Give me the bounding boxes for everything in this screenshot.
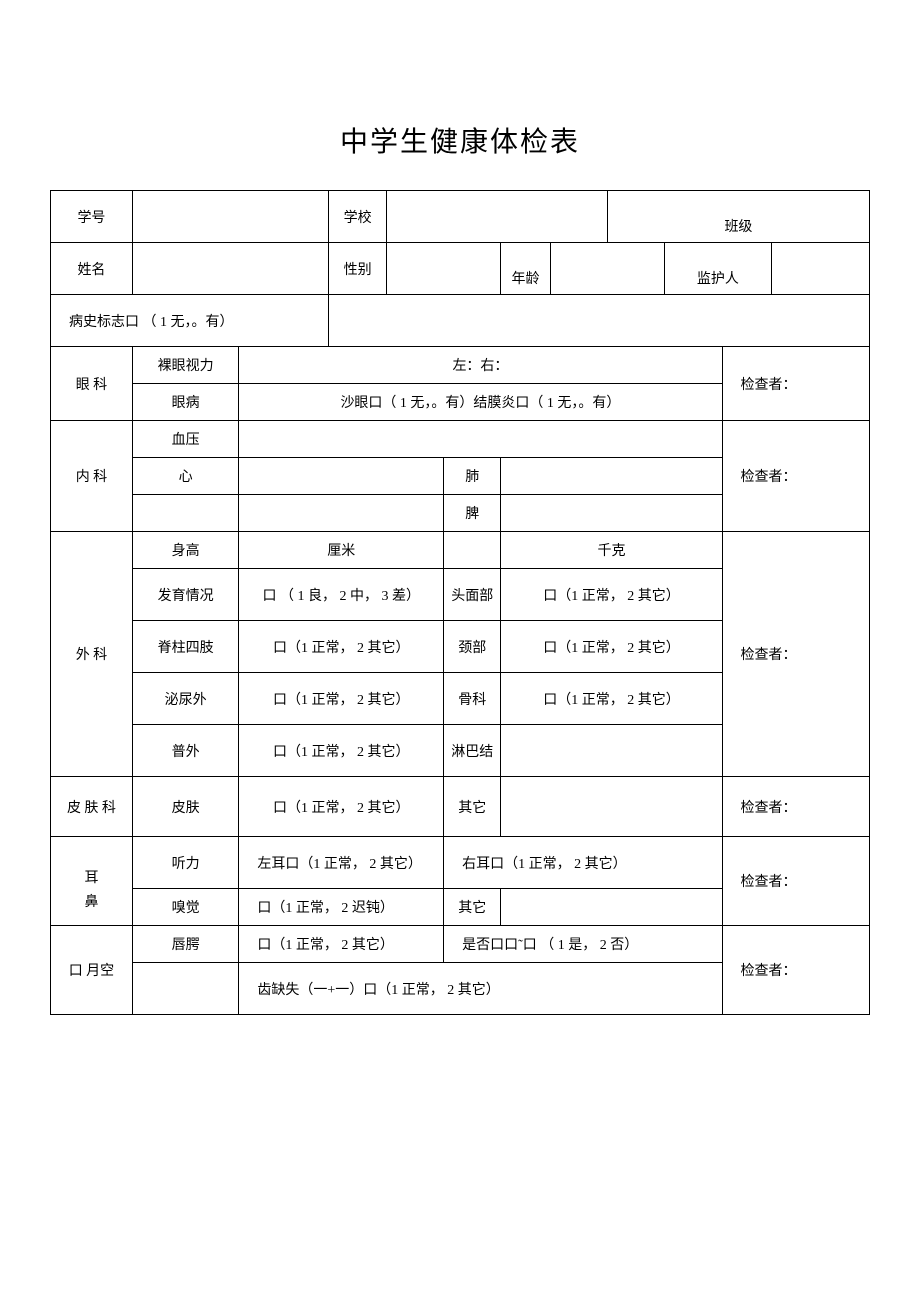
name-label: 姓名 [51,243,133,295]
internal-blank-value [239,495,444,532]
ent-nose-label: 鼻 [51,889,133,926]
smell-value: 口（1 正常， 2 迟钝） [239,889,444,926]
lung-label: 肺 [444,458,501,495]
right-ear-value: 右耳口（1 正常， 2 其它） [444,837,722,889]
page-title: 中学生健康体检表 [50,120,870,160]
lymph-label: 淋巴结 [444,725,501,777]
ent-other-label: 其它 [444,889,501,926]
eye-disease-value: 沙眼口（ 1 无，。有）结膜炎口（ 1 无，。有） [239,384,722,421]
bone-label: 骨科 [444,673,501,725]
skin-value: 口（1 正常， 2 其它） [239,777,444,837]
internal-blank [132,495,238,532]
left-ear-value: 左耳口（1 正常， 2 其它） [239,837,444,889]
class-label: 班级 [607,191,869,243]
student-id-label: 学号 [51,191,133,243]
weight-unit: 千克 [501,532,722,569]
oral-section: 口 月空 [51,926,133,1015]
lymph-value [501,725,722,777]
development-value: 口 （ 1 良， 2 中， 3 差） [239,569,444,621]
skin-label: 皮肤 [132,777,238,837]
bp-label: 血压 [132,421,238,458]
internal-examiner: 检查者： [722,421,869,532]
gender-label: 性别 [329,243,386,295]
development-label: 发育情况 [132,569,238,621]
history-label: 病史标志口 （ 1 无，。有） [51,295,329,347]
urology-value: 口（1 正常， 2 其它） [239,673,444,725]
age-value [550,243,665,295]
spleen-value [501,495,722,532]
height-label: 身高 [132,532,238,569]
naked-vision-label: 裸眼视力 [132,347,238,384]
derm-examiner: 检查者： [722,777,869,837]
height-unit: 厘米 [239,532,444,569]
spleen-label: 脾 [444,495,501,532]
school-label: 学校 [329,191,386,243]
gender-value [386,243,501,295]
lip-value: 口（1 正常， 2 其它） [239,926,444,963]
oral-blank [132,963,238,1015]
ent-other-value [501,889,722,926]
oral-examiner: 检查者： [722,926,869,1015]
guardian-label: 监护人 [665,243,771,295]
general-value: 口（1 正常， 2 其它） [239,725,444,777]
guardian-value [771,243,869,295]
neck-label: 颈部 [444,621,501,673]
ent-examiner: 检查者： [722,837,869,926]
smell-label: 嗅觉 [132,889,238,926]
hearing-label: 听力 [132,837,238,889]
eye-examiner: 检查者： [722,347,869,421]
vision-value: 左：右： [239,347,722,384]
head-value: 口（1 正常， 2 其它） [501,569,722,621]
name-value [132,243,329,295]
head-label: 头面部 [444,569,501,621]
eye-disease-label: 眼病 [132,384,238,421]
surgery-section: 外 科 [51,532,133,777]
oral-yesno: 是否口口˜口 （ 1 是， 2 否） [444,926,722,963]
history-value [329,295,870,347]
lip-label: 唇腭 [132,926,238,963]
derm-section: 皮 肤 科 [51,777,133,837]
surgery-examiner: 检查者： [722,532,869,777]
height-blank [444,532,501,569]
bp-value [239,421,722,458]
internal-section: 内 科 [51,421,133,532]
derm-other-label: 其它 [444,777,501,837]
spine-value: 口（1 正常， 2 其它） [239,621,444,673]
student-id-value [132,191,329,243]
age-label: 年龄 [501,243,550,295]
bone-value: 口（1 正常， 2 其它） [501,673,722,725]
heart-label: 心 [132,458,238,495]
teeth-value: 齿缺失（一+一）口（1 正常， 2 其它） [239,963,722,1015]
neck-value: 口（1 正常， 2 其它） [501,621,722,673]
eye-section: 眼 科 [51,347,133,421]
derm-other-value [501,777,722,837]
ent-ear-label: 耳 [51,837,133,889]
general-label: 普外 [132,725,238,777]
spine-label: 脊柱四肢 [132,621,238,673]
health-form-table: 学号 学校 班级 姓名 性别 年龄 监护人 病史标志口 （ 1 无，。有） 眼 … [50,190,870,1015]
urology-label: 泌尿外 [132,673,238,725]
heart-value [239,458,444,495]
school-value [386,191,607,243]
lung-value [501,458,722,495]
